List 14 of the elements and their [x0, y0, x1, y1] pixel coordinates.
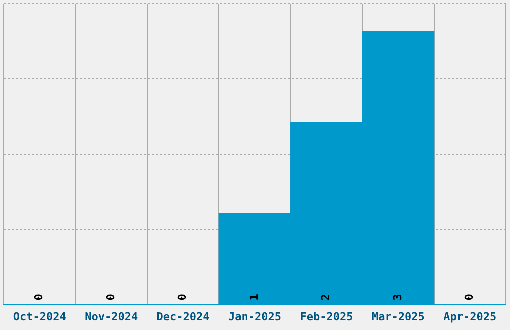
x-tick-label: Jan-2025 [228, 310, 282, 324]
data-label: 0 [463, 294, 476, 301]
data-label: 0 [32, 294, 46, 301]
x-tick-label: Mar-2025 [372, 310, 425, 324]
data-label: 3 [391, 294, 404, 301]
x-tick-label: Nov-2024 [85, 310, 138, 324]
x-tick-label: Feb-2025 [300, 310, 354, 324]
data-label: 2 [320, 294, 333, 301]
data-label: 0 [176, 294, 190, 301]
data-label: 1 [248, 294, 261, 301]
x-tick-label: Oct-2024 [13, 310, 67, 324]
x-tick-label: Dec-2024 [156, 310, 210, 324]
x-tick-label: Apr-2025 [444, 310, 497, 324]
data-label: 0 [104, 294, 118, 301]
